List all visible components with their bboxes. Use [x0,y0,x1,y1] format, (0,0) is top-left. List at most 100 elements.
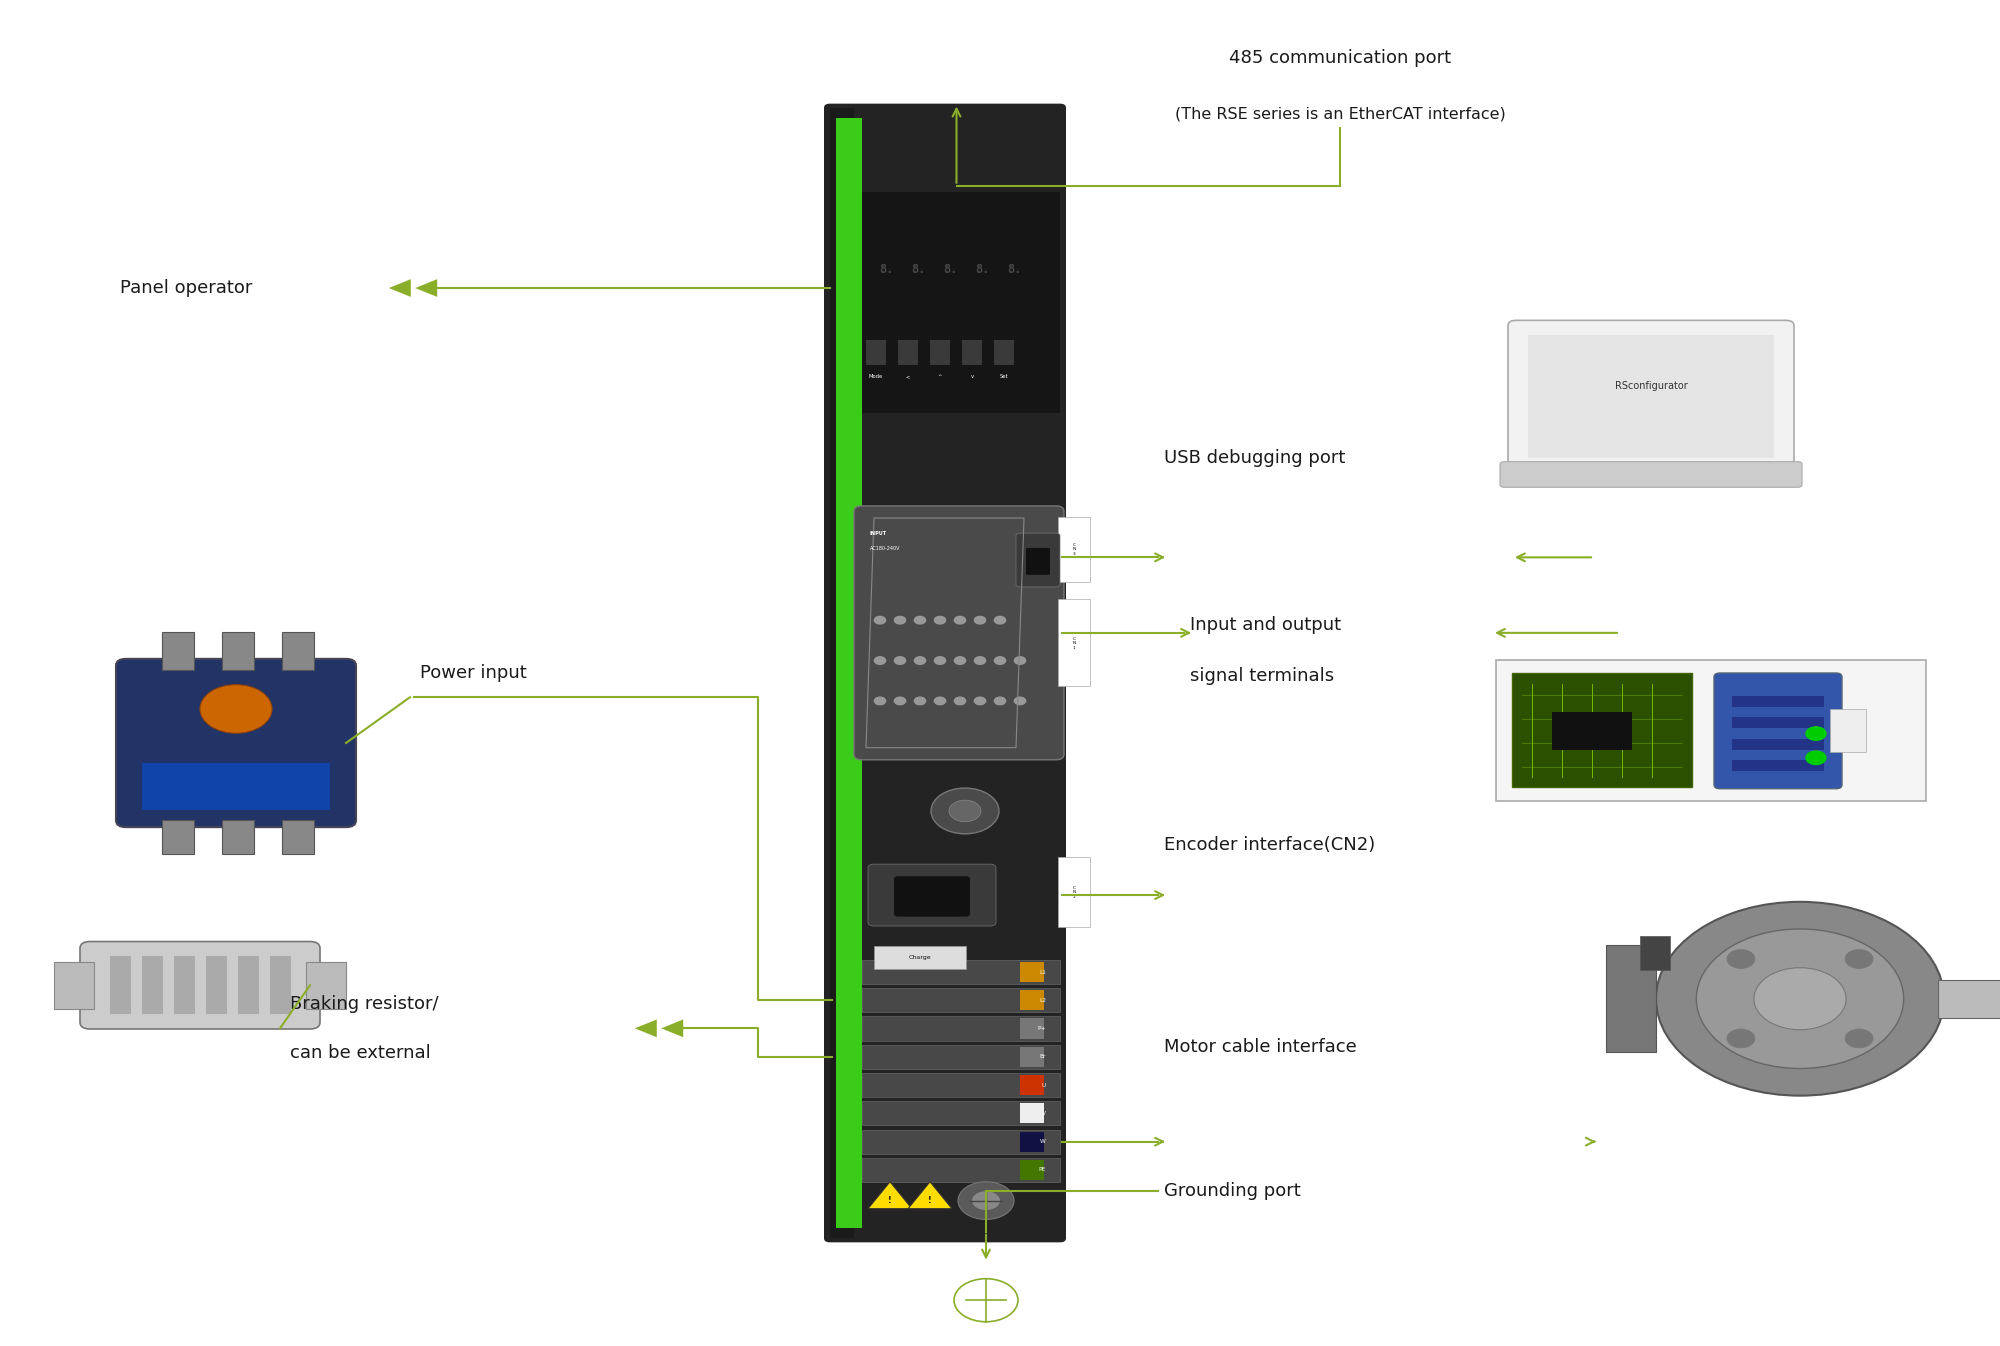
Text: Input and output: Input and output [1190,615,1342,634]
FancyBboxPatch shape [1026,548,1050,575]
Bar [862,988,1060,1012]
Circle shape [1806,727,1826,740]
Text: 8.: 8. [1006,264,1022,276]
Bar [1732,760,1824,771]
Circle shape [894,616,906,625]
Circle shape [974,616,986,625]
Circle shape [894,697,906,705]
Circle shape [934,697,946,705]
Text: Grounding port: Grounding port [1164,1182,1300,1201]
Bar [162,821,194,855]
Circle shape [954,616,966,625]
Bar [306,961,346,1010]
Bar [1020,991,1044,1011]
Text: C
N
2: C N 2 [1072,886,1076,899]
Circle shape [894,657,906,665]
Circle shape [974,697,986,705]
Text: 8.: 8. [974,264,990,276]
Circle shape [874,657,886,665]
Circle shape [972,1191,1000,1210]
Circle shape [1846,949,1874,968]
Circle shape [974,657,986,665]
Bar [1512,673,1692,787]
Circle shape [950,800,980,821]
FancyBboxPatch shape [116,660,356,826]
Circle shape [1754,968,1846,1030]
Circle shape [1726,949,1754,968]
FancyBboxPatch shape [80,942,320,1028]
Bar [862,1016,1060,1040]
Bar [962,341,982,365]
Bar [862,1044,1060,1069]
Bar [862,960,1060,984]
Text: 8.: 8. [878,264,894,276]
Circle shape [874,697,886,705]
Text: L1: L1 [1040,969,1046,975]
Bar [1058,857,1090,927]
Bar [862,1073,1060,1097]
Bar [1640,935,1670,969]
Bar [898,341,918,365]
Text: Power input: Power input [420,664,526,682]
FancyBboxPatch shape [894,876,970,917]
FancyBboxPatch shape [1500,462,1802,487]
Circle shape [932,787,1000,833]
Bar [222,821,254,855]
Polygon shape [634,1019,656,1038]
Text: Br: Br [1040,1054,1046,1059]
Text: can be external: can be external [290,1043,430,1062]
FancyBboxPatch shape [1508,320,1794,472]
Circle shape [994,616,1006,625]
Text: P+: P+ [1038,1026,1046,1031]
Bar [142,763,330,810]
Circle shape [914,657,926,665]
Polygon shape [662,1019,684,1038]
Polygon shape [868,1182,912,1209]
Bar [1020,1132,1044,1152]
Text: V: V [1042,1110,1046,1116]
Circle shape [1846,1030,1874,1049]
Text: PE: PE [1038,1167,1046,1172]
FancyBboxPatch shape [1714,673,1842,789]
Polygon shape [908,1182,952,1209]
Circle shape [954,697,966,705]
Bar [54,961,94,1010]
Bar [1020,1075,1044,1096]
Bar [930,341,950,365]
Text: <: < [906,374,910,380]
Circle shape [914,616,926,625]
FancyBboxPatch shape [854,506,1064,759]
Text: W: W [1040,1139,1046,1144]
Text: Motor cable interface: Motor cable interface [1164,1038,1356,1057]
Polygon shape [388,279,410,297]
Text: Braking resistor/: Braking resistor/ [290,995,438,1014]
Text: v: v [970,374,974,380]
Text: C
N
3: C N 3 [1072,542,1076,556]
Text: L2: L2 [1040,997,1046,1003]
Bar [1020,1019,1044,1039]
Text: RSconfigurator: RSconfigurator [1614,381,1688,392]
Bar [1938,980,2000,1018]
Bar [866,341,886,365]
Text: Panel operator: Panel operator [120,279,252,297]
Bar [1732,696,1824,707]
Text: C
N
1: C N 1 [1072,637,1076,650]
Circle shape [914,697,926,705]
Text: ^: ^ [938,374,942,380]
Text: Encoder interface(CN2): Encoder interface(CN2) [1164,836,1376,855]
Circle shape [200,685,272,734]
Bar [222,631,254,669]
Circle shape [1726,1030,1754,1049]
Bar [1058,599,1090,686]
Bar [1830,709,1866,752]
Circle shape [934,657,946,665]
Text: U: U [1042,1082,1046,1088]
Bar [1058,517,1090,581]
Bar [862,1101,1060,1125]
Circle shape [1806,751,1826,765]
Circle shape [934,616,946,625]
Circle shape [954,657,966,665]
FancyBboxPatch shape [868,864,996,926]
Text: 485 communication port: 485 communication port [1228,50,1452,67]
Text: Charge: Charge [908,956,932,960]
